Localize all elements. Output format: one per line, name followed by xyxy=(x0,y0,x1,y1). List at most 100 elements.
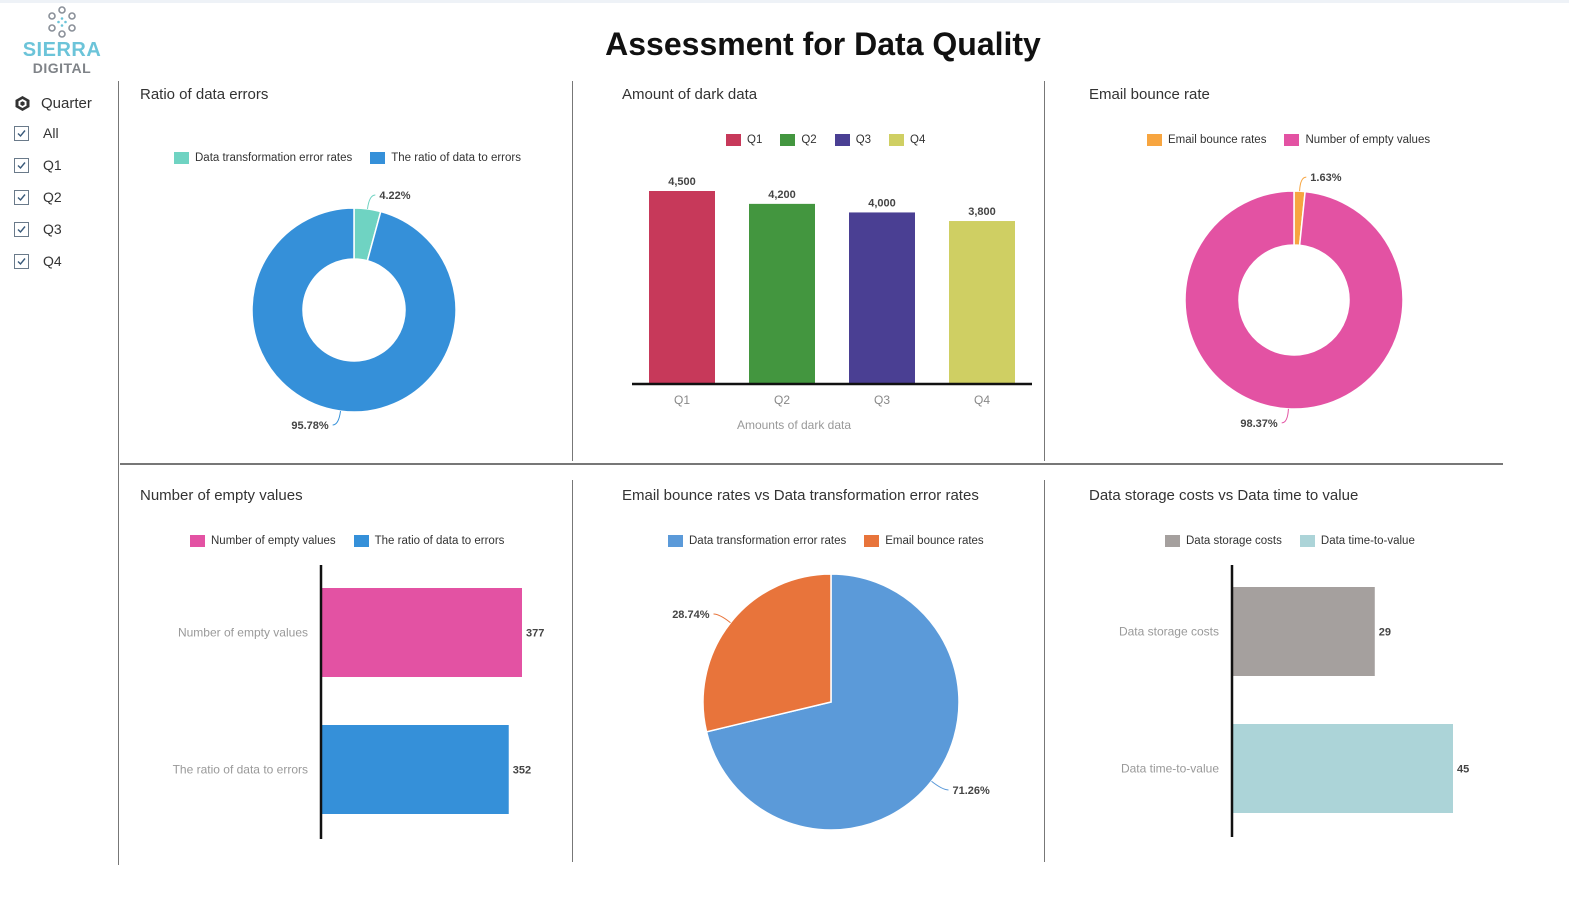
leader-line xyxy=(1281,408,1289,424)
legend-item-number-of-empty-values: Number of empty values xyxy=(190,535,336,547)
hbar-chart-empty-values: 377 Number of empty values 352 The ratio of… xyxy=(173,565,544,839)
legend-label: Q4 xyxy=(910,134,926,146)
donut-chart-email-bounce: 1.63% 98.37% xyxy=(1184,172,1404,430)
legend-item-number-of-empty-values: Number of empty values xyxy=(1284,134,1430,146)
panel-title: Email bounce rate xyxy=(1089,86,1210,103)
quarter-filter-header: Quarter xyxy=(14,92,114,114)
panel-title: Number of empty values xyxy=(140,487,303,504)
checkbox[interactable] xyxy=(14,221,29,237)
bar-number-of-empty-values[interactable] xyxy=(322,588,522,677)
checkbox[interactable] xyxy=(14,189,29,205)
chart-legend: Data transformation error rates Email bou… xyxy=(668,535,1002,547)
filter-item-q2[interactable]: Q2 xyxy=(14,186,114,208)
leader-line xyxy=(713,613,731,624)
legend-swatch xyxy=(1147,134,1162,146)
panel-title: Amount of dark data xyxy=(622,86,758,103)
page-title: Assessment for Data Quality xyxy=(605,26,1041,62)
filter-item-q1[interactable]: Q1 xyxy=(14,154,114,176)
legend-swatch xyxy=(889,134,905,146)
legend-swatch xyxy=(1284,134,1300,146)
hbar-chart-storage-vs-time: 29 Data storage costs 45 Data time-to-value xyxy=(1119,565,1469,837)
legend-label: Number of empty values xyxy=(1305,134,1431,146)
data-label: 98.37% xyxy=(1240,418,1278,430)
pie-slice-the-ratio-of-data-to-errors[interactable] xyxy=(251,207,457,413)
grid-divider-mid1-bottom xyxy=(572,480,573,862)
pie-slice-email-bounce-rates[interactable] xyxy=(702,573,832,733)
checkmark-icon xyxy=(17,225,26,233)
chart-legend: Number of empty values The ratio of data … xyxy=(190,535,522,547)
legend-item-q1: Q1 xyxy=(726,134,762,146)
checkbox[interactable] xyxy=(14,125,29,141)
data-label: 1.63% xyxy=(1310,172,1341,184)
legend-label: Email bounce rates xyxy=(885,535,984,547)
chart-legend: Q1 Q2 Q3 Q4 xyxy=(726,134,943,146)
data-label: 3,800 xyxy=(968,206,996,218)
bar-q2[interactable] xyxy=(749,203,815,384)
legend-label: Data transformation error rates xyxy=(195,152,353,164)
legend-swatch xyxy=(726,134,741,146)
checkmark-icon xyxy=(17,129,26,137)
legend-label: Q1 xyxy=(747,134,763,146)
legend-swatch xyxy=(353,535,369,547)
bar-q4[interactable] xyxy=(949,221,1015,384)
grid-divider-mid2-top xyxy=(1044,81,1045,461)
filter-item-label: Q3 xyxy=(43,221,62,237)
legend-item-data-time-to-value: Data time-to-value xyxy=(1299,535,1415,547)
checkbox[interactable] xyxy=(14,253,29,269)
category-label: Data time-to-value xyxy=(1121,762,1219,776)
logo-dots-icon xyxy=(48,6,76,38)
filter-item-q3[interactable]: Q3 xyxy=(14,218,114,240)
checkmark-icon xyxy=(17,257,26,265)
bar-q1[interactable] xyxy=(649,191,715,384)
filter-item-q4[interactable]: Q4 xyxy=(14,250,114,272)
bar-data-time-to-value[interactable] xyxy=(1233,724,1453,813)
legend-item-q2: Q2 xyxy=(780,134,817,146)
tick-label: Q2 xyxy=(774,393,790,407)
checkbox[interactable] xyxy=(14,157,29,173)
legend-item-email-bounce-rates: Email bounce rates xyxy=(1147,134,1266,146)
legend-item-data-transformation-error-rates: Data transformation error rates xyxy=(668,535,846,547)
category-label: Number of empty values xyxy=(178,626,308,640)
filter-item-label: Q2 xyxy=(43,189,62,205)
leader-line xyxy=(931,780,949,791)
legend-item-the-ratio-of-data-to-errors: The ratio of data to errors xyxy=(370,152,521,164)
bar-chart-dark-data: 4,500 Q1 4,200 Q2 4,000 Q3 3,800 Q4 Amounts of d… xyxy=(632,176,1032,432)
panel-email-vs-transformation: Email bounce rates vs Data transformatio… xyxy=(622,487,1042,857)
pie-slice-data-transformation-error-rates[interactable] xyxy=(705,573,960,831)
legend-swatch xyxy=(1299,535,1315,547)
panel-email-bounce-rate: Email bounce rate Email bounce rates Numb… xyxy=(1089,86,1509,456)
data-label: 377 xyxy=(526,628,544,640)
legend-swatch xyxy=(834,134,850,146)
legend-item-q3: Q3 xyxy=(834,134,872,146)
legend-label: Q3 xyxy=(855,134,872,146)
bar-q3[interactable] xyxy=(849,212,915,384)
logo-text-sierra: SIERRA xyxy=(22,39,102,61)
data-label: 28.74% xyxy=(672,609,710,621)
legend-label: Data transformation error rates xyxy=(689,535,847,547)
data-label: 4,500 xyxy=(668,176,696,188)
filter-item-all[interactable]: All xyxy=(14,122,114,144)
legend-item-q4: Q4 xyxy=(889,134,925,146)
data-label: 4,200 xyxy=(768,189,796,201)
leader-line xyxy=(332,411,342,426)
data-label: 4,000 xyxy=(868,197,896,209)
panel-amount-of-dark-data: Amount of dark data Q1 Q2 Q3 Q4 4,500 Q1 4,20… xyxy=(622,86,1042,456)
tick-label: Q4 xyxy=(974,393,990,407)
legend-label: Data storage costs xyxy=(1186,535,1282,547)
legend-item-the-ratio-of-data-to-errors: The ratio of data to errors xyxy=(353,535,504,547)
data-label: 45 xyxy=(1457,764,1469,776)
top-border xyxy=(0,0,1569,3)
data-label: 4.22% xyxy=(379,190,410,202)
chart-legend: Data transformation error rates The ratio… xyxy=(174,152,539,164)
legend-label: Data time-to-value xyxy=(1320,535,1415,547)
checkmark-icon xyxy=(17,161,26,169)
pie-chart-email-vs-transformation: 71.26% 28.74% xyxy=(672,573,990,831)
legend-swatch xyxy=(780,134,796,146)
bar-the-ratio-of-data-to-errors[interactable] xyxy=(322,725,509,814)
panel-storage-vs-time-to-value: Data storage costs vs Data time to value… xyxy=(1089,487,1509,857)
legend-swatch xyxy=(1165,535,1180,547)
quarter-filter: Quarter All Q1 Q2 Q3 Q4 xyxy=(14,92,114,282)
pie-slice-number-of-empty-values[interactable] xyxy=(1184,190,1404,410)
chart-legend: Data storage costs Data time-to-value xyxy=(1165,535,1433,547)
bar-data-storage-costs[interactable] xyxy=(1233,587,1375,676)
